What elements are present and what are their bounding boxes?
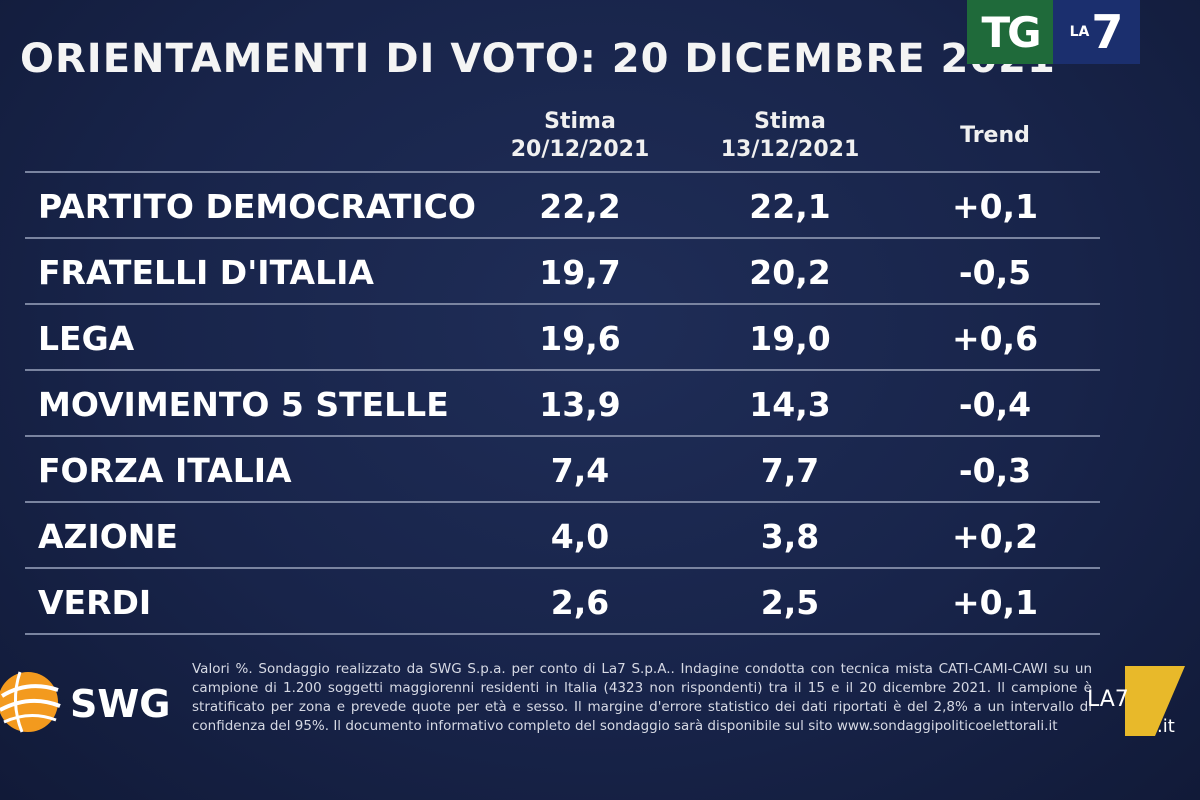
table-row: MOVIMENTO 5 STELLE 13,9 14,3 -0,4 [25, 371, 1100, 437]
stima-20-value: 13,9 [539, 385, 621, 424]
stima-13-value: 14,3 [749, 385, 831, 424]
stima-13-value: 19,0 [749, 319, 831, 358]
page-title: ORIENTAMENTI DI VOTO: 20 DICEMBRE 2021 [20, 36, 1056, 82]
stima-20-value: 4,0 [550, 517, 610, 556]
party-name: VERDI [38, 583, 152, 622]
column-header-stima-20: Stima 20/12/2021 [490, 108, 670, 164]
la7-corner-icon: LA7 .it [1087, 666, 1185, 737]
column-header-stima-13-date: 13/12/2021 [720, 137, 860, 162]
la7-corner-logo: LA7 .it [1085, 660, 1195, 740]
stima-13-value: 20,2 [749, 253, 831, 292]
stima-20-value: 2,6 [550, 583, 610, 622]
party-name: MOVIMENTO 5 STELLE [38, 385, 449, 424]
table-row: AZIONE 4,0 3,8 +0,2 [25, 503, 1100, 569]
party-name: FRATELLI D'ITALIA [38, 253, 374, 292]
swg-logo-text: SWG [70, 682, 171, 726]
stima-20-value: 7,4 [550, 451, 610, 490]
party-name: PARTITO DEMOCRATICO [38, 187, 476, 226]
stima-13-value: 3,8 [760, 517, 820, 556]
seven-logo-text: 7 [1091, 5, 1124, 59]
stima-20-value: 22,2 [539, 187, 621, 226]
party-name: LEGA [38, 319, 135, 358]
party-name: FORZA ITALIA [38, 451, 292, 490]
stima-13-value: 7,7 [760, 451, 820, 490]
stima-20-value: 19,7 [539, 253, 621, 292]
trend-value: +0,1 [951, 187, 1039, 226]
stima-20-value: 19,6 [539, 319, 621, 358]
column-header-trend: Trend [960, 123, 1030, 148]
la7-corner-suffix: .it [1157, 716, 1175, 737]
tg-logo-text: TG [967, 0, 1053, 64]
la7-corner-text: LA7 [1087, 687, 1129, 712]
column-header-stima-13-label: Stima [754, 109, 826, 134]
trend-value: -0,3 [958, 451, 1032, 490]
column-header-stima-13: Stima 13/12/2021 [700, 108, 880, 164]
stima-13-value: 22,1 [749, 187, 831, 226]
trend-value: +0,1 [951, 583, 1039, 622]
table-row: FRATELLI D'ITALIA 19,7 20,2 -0,5 [25, 239, 1100, 305]
header-divider [25, 171, 1100, 173]
tg-la7-logo: TG LA 7 [967, 0, 1140, 64]
table-row: FORZA ITALIA 7,4 7,7 -0,3 [25, 437, 1100, 503]
trend-value: -0,5 [958, 253, 1032, 292]
trend-value: +0,6 [951, 319, 1039, 358]
table-row: LEGA 19,6 19,0 +0,6 [25, 305, 1100, 371]
la-logo-text: LA [1069, 24, 1090, 40]
swg-logo: SWG [0, 660, 180, 760]
column-header-stima-20-label: Stima [544, 109, 616, 134]
trend-value: -0,4 [958, 385, 1032, 424]
table-row: PARTITO DEMOCRATICO 22,2 22,1 +0,1 [25, 173, 1100, 239]
stima-13-value: 2,5 [760, 583, 820, 622]
column-header-stima-20-date: 20/12/2021 [510, 137, 650, 162]
table-row: VERDI 2,6 2,5 +0,1 [25, 569, 1100, 635]
party-name: AZIONE [38, 517, 178, 556]
la7-logo-block: LA 7 [1053, 0, 1140, 64]
swg-globe-icon [0, 671, 61, 733]
methodology-footnote: Valori %. Sondaggio realizzato da SWG S.… [192, 661, 1092, 734]
trend-value: +0,2 [951, 517, 1039, 556]
